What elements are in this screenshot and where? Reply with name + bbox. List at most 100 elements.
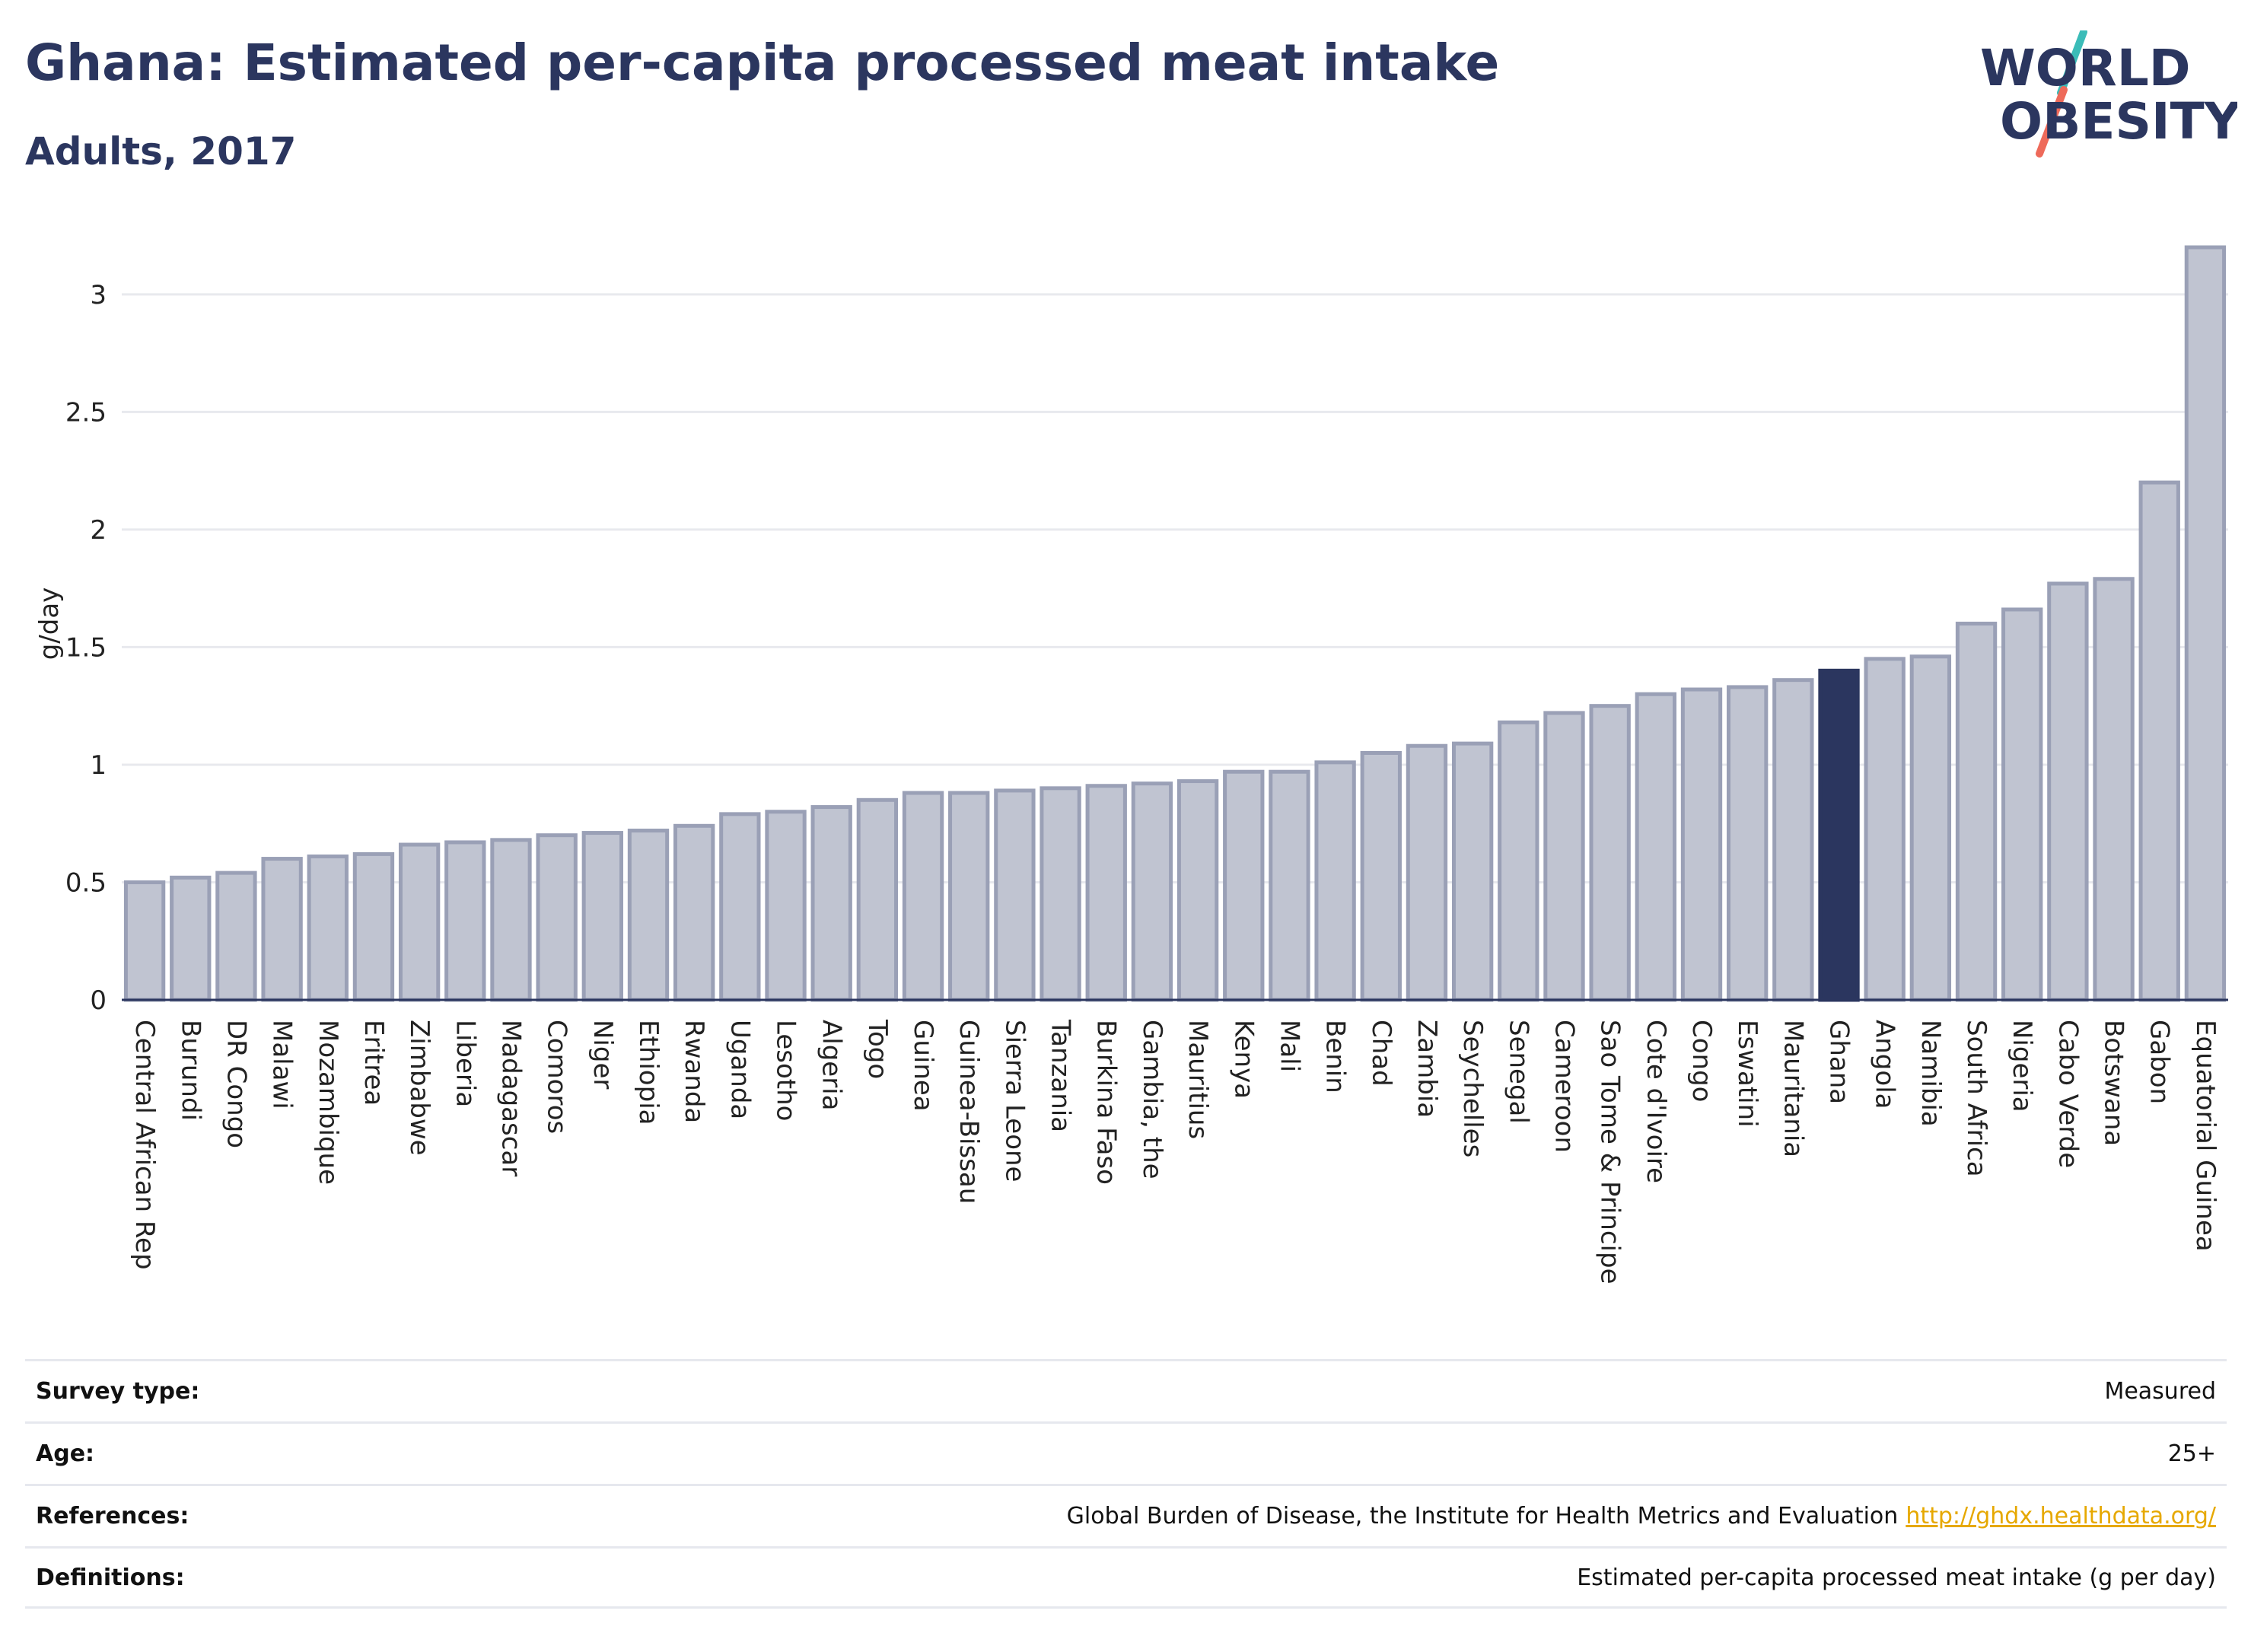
bar xyxy=(536,833,578,1002)
bar xyxy=(1955,622,1998,1002)
x-tick-label: Sao Tome & Principe xyxy=(1595,1020,1625,1284)
x-tick-label: Kenya xyxy=(1228,1020,1259,1099)
x-tick-label: DR Congo xyxy=(221,1020,251,1148)
x-tick-label: Zambia xyxy=(1412,1020,1442,1118)
y-tick-label: 1 xyxy=(90,750,107,781)
bar xyxy=(398,842,441,1002)
info-row-survey-type: Survey type: Measured xyxy=(25,1359,2227,1421)
x-axis-labels: Central African Rep Burundi DR Congo Malawi… xyxy=(129,1019,2221,1284)
x-tick-label: Eritrea xyxy=(358,1020,389,1106)
x-tick-label: South Africa xyxy=(1961,1020,1992,1177)
x-tick-label: Angola xyxy=(1870,1020,1900,1109)
info-row-age: Age: 25+ xyxy=(25,1421,2227,1484)
x-tick-label: Niger xyxy=(587,1020,618,1089)
x-tick-label: Ghana xyxy=(1824,1020,1855,1104)
bar xyxy=(490,838,532,1002)
x-tick-label: Eswatini xyxy=(1732,1020,1762,1128)
bars xyxy=(123,245,2227,1002)
bar xyxy=(1176,779,1219,1002)
bar xyxy=(2047,581,2089,1002)
x-tick-label: Guinea-Bissau xyxy=(954,1020,984,1204)
bar xyxy=(1269,769,1310,1002)
bar xyxy=(1772,678,1814,1002)
chart-title: Ghana: Estimated per-capita processed me… xyxy=(25,33,1500,92)
x-tick-label: Cote d'Ivoire xyxy=(1641,1020,1671,1183)
bar xyxy=(902,791,944,1002)
bar xyxy=(261,857,303,1002)
age-label: Age: xyxy=(36,1440,95,1467)
survey-type-value: Measured xyxy=(2104,1378,2216,1405)
x-tick-label: Comoros xyxy=(542,1020,572,1134)
x-tick-label: Sierra Leone xyxy=(999,1020,1030,1182)
bar xyxy=(856,797,899,1002)
x-tick-label: Congo xyxy=(1686,1020,1717,1102)
x-tick-label: Malawi xyxy=(267,1020,298,1109)
info-table: Survey type: Measured Age: 25+ Reference… xyxy=(25,1359,2227,1609)
bar xyxy=(1406,743,1448,1002)
bar xyxy=(948,791,990,1002)
x-tick-label: Ethiopia xyxy=(633,1020,664,1125)
bar xyxy=(215,871,257,1002)
x-tick-label: Liberia xyxy=(450,1020,480,1107)
bar xyxy=(1864,657,1906,1002)
bar xyxy=(444,840,486,1002)
x-tick-label: Mauritania xyxy=(1778,1020,1808,1157)
survey-type-label: Survey type: xyxy=(36,1378,200,1405)
bar xyxy=(2138,480,2180,1002)
bar xyxy=(2093,577,2135,1002)
bar-chart: 0 0.5 1 1.5 2 2.5 3 Central African Rep Burundi… xyxy=(34,245,2228,1284)
info-row-definitions: Definitions: Estimated per-capita proces… xyxy=(25,1546,2227,1609)
x-tick-label: Botswana xyxy=(2099,1020,2129,1146)
x-tick-label: Namibia xyxy=(1915,1020,1946,1127)
bar xyxy=(352,851,395,1002)
x-tick-label: Gambia, the xyxy=(1137,1020,1167,1179)
x-tick-label: Burkina Faso xyxy=(1091,1020,1122,1185)
y-axis-label: g/day xyxy=(34,587,65,660)
bar xyxy=(2184,245,2227,1002)
bar xyxy=(1818,668,1860,1002)
x-tick-label: Algeria xyxy=(817,1020,847,1110)
x-tick-label: Seychelles xyxy=(1457,1020,1488,1157)
bar xyxy=(1543,711,1585,1002)
bar xyxy=(307,854,349,1002)
bar xyxy=(1589,704,1631,1002)
bar xyxy=(1909,654,1952,1002)
bar xyxy=(1727,685,1769,1002)
y-tick-label: 2.5 xyxy=(65,397,107,428)
x-tick-label: Benin xyxy=(1320,1020,1351,1093)
y-tick-label: 0 xyxy=(90,985,107,1016)
references-link[interactable]: http://ghdx.healthdata.org/ xyxy=(1906,1503,2216,1529)
world-obesity-logo: WORLD OBESITY xyxy=(1980,30,2237,158)
logo-line-1: WORLD xyxy=(1980,39,2191,97)
x-tick-label: Gabon xyxy=(2144,1020,2175,1104)
references-label: References: xyxy=(36,1503,189,1529)
x-tick-label: Cameroon xyxy=(1549,1020,1579,1153)
bar xyxy=(1223,769,1265,1002)
x-tick-label: Rwanda xyxy=(679,1020,709,1123)
bar xyxy=(1085,784,1127,1002)
bar xyxy=(765,810,807,1002)
x-tick-label: Mauritius xyxy=(1183,1020,1213,1139)
x-tick-label: Madagascar xyxy=(495,1020,526,1176)
x-tick-label: Guinea xyxy=(908,1020,938,1112)
x-tick-label: Lesotho xyxy=(771,1020,801,1121)
y-tick-label: 2 xyxy=(90,515,107,546)
logo-slash-top xyxy=(2057,30,2087,97)
x-tick-label: Nigeria xyxy=(2007,1020,2037,1112)
bar xyxy=(719,812,761,1002)
bar xyxy=(123,880,166,1002)
x-tick-label: Tanzania xyxy=(1046,1019,1076,1132)
bar xyxy=(1498,720,1539,1002)
definitions-label: Definitions: xyxy=(36,1564,185,1591)
definitions-value: Estimated per-capita processed meat inta… xyxy=(1577,1564,2216,1591)
logo-line-2: OBESITY xyxy=(2000,92,2237,151)
bar xyxy=(627,828,670,1002)
x-tick-label: Burundi xyxy=(175,1020,205,1121)
bar xyxy=(1131,781,1173,1002)
y-tick-label: 0.5 xyxy=(65,867,107,898)
bar xyxy=(2001,607,2043,1002)
bar xyxy=(810,805,852,1002)
chart-subtitle: Adults, 2017 xyxy=(25,129,297,173)
info-row-references: References: Global Burden of Disease, th… xyxy=(25,1484,2227,1546)
y-axis-ticks: 0 0.5 1 1.5 2 2.5 3 xyxy=(65,280,107,1016)
